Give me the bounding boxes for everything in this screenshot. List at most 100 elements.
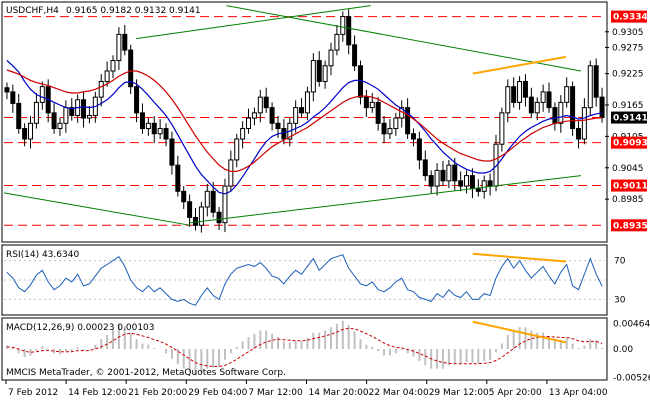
candle-bullish	[246, 117, 252, 130]
time-tick-label: 7 Feb 2012	[8, 388, 58, 398]
candle-bullish	[322, 65, 328, 82]
candle-bearish	[452, 164, 458, 182]
macd-tick-label: 0.00464	[613, 320, 650, 330]
candle-bullish	[157, 128, 163, 135]
price-level-label: 0.9141	[613, 114, 648, 124]
candle-bearish	[139, 112, 145, 130]
candle-bullish	[328, 49, 334, 67]
rsi-divergence-line	[472, 252, 567, 263]
candle-bullish	[204, 190, 210, 208]
candle-bearish	[546, 91, 552, 109]
rsi-line	[6, 254, 603, 306]
candle-bearish	[263, 96, 269, 109]
price-tick-label: 0.9275	[612, 43, 644, 53]
candle-bullish	[540, 91, 546, 103]
candle-bullish	[28, 122, 34, 140]
trend-line	[472, 55, 567, 75]
candle-bearish	[575, 128, 581, 140]
candle-bullish	[104, 70, 110, 82]
time-tick-label: 29 Feb 04:00	[188, 388, 247, 398]
candle-bearish	[269, 107, 275, 124]
candle-bearish	[405, 107, 411, 135]
time-tick-label: 29 Mar 12:00	[429, 388, 489, 398]
candle-bullish	[387, 128, 393, 135]
candle-bullish	[505, 86, 511, 114]
rsi-panel-title: RSI(14) 43.6340	[6, 250, 79, 260]
candle-bullish	[310, 60, 316, 93]
trend-line	[3, 192, 191, 226]
candle-bullish	[517, 80, 523, 103]
candle-bullish	[145, 122, 151, 130]
candle-bullish	[293, 107, 299, 124]
candle-bearish	[210, 190, 216, 213]
rsi-tick-label: 30	[614, 295, 626, 305]
candle-bullish	[110, 60, 116, 72]
candle-bullish	[464, 175, 470, 187]
candle-bullish	[257, 96, 263, 114]
candle-bullish	[499, 112, 505, 145]
candle-bearish	[51, 112, 57, 130]
candle-bullish	[587, 65, 593, 109]
candle-bearish	[16, 102, 22, 130]
candle-bearish	[169, 138, 175, 166]
candle-bullish	[198, 206, 204, 226]
moving-average-line	[6, 60, 603, 195]
candle-bearish	[469, 175, 475, 190]
price-level-label: 0.9093	[613, 139, 648, 149]
price-tick-label: 0.9305	[612, 28, 644, 38]
candle-bearish	[128, 49, 134, 88]
candle-bearish	[528, 96, 534, 114]
candle-bearish	[375, 101, 381, 124]
time-tick-label: 14 Mar 20:00	[309, 388, 369, 398]
candle-bearish	[81, 99, 87, 119]
price-level-tag	[611, 10, 647, 23]
candle-bullish	[228, 159, 234, 187]
candle-bearish	[511, 86, 517, 103]
candle-bullish	[116, 33, 122, 62]
candle-bearish	[346, 16, 352, 46]
candle-bullish	[39, 86, 45, 103]
price-level-tag	[611, 111, 647, 124]
price-level-label: 0.8935	[613, 221, 648, 231]
candle-bearish	[411, 133, 417, 140]
candle-bullish	[581, 107, 587, 140]
candle-bearish	[163, 128, 169, 140]
candle-bearish	[281, 128, 287, 140]
rsi-tick-label: 70	[614, 257, 626, 267]
time-tick-label: 7 Mar 12:00	[248, 388, 303, 398]
candle-bearish	[151, 122, 157, 135]
candle-bearish	[440, 169, 446, 182]
price-level-tag	[611, 136, 647, 149]
candle-bearish	[192, 216, 198, 226]
candle-bearish	[181, 190, 187, 203]
rsi-panel: 70 30	[4, 252, 626, 306]
candle-bearish	[422, 159, 428, 177]
candle-bullish	[251, 112, 257, 119]
candle-bearish	[487, 180, 493, 187]
candle-bearish	[458, 180, 464, 187]
price-tick-label: 0.9045	[612, 164, 644, 174]
candle-bullish	[57, 122, 63, 130]
time-tick-label: 13 Apr 04:00	[549, 388, 608, 398]
price-level-label: 0.9011	[613, 182, 648, 192]
candle-bullish	[33, 101, 39, 124]
candle-bearish	[352, 44, 358, 67]
candle-bullish	[446, 164, 452, 182]
price-panel-title: USDCHF,H4	[6, 6, 59, 16]
candle-bearish	[187, 201, 193, 218]
candle-bearish	[428, 175, 434, 187]
candle-bullish	[369, 101, 375, 109]
candle-bearish	[552, 107, 558, 124]
price-tick-label: 0.8985	[612, 195, 644, 205]
macd-tick-label: 0.00	[613, 345, 633, 355]
candle-bearish	[10, 91, 16, 104]
macd-divergence-line	[472, 320, 567, 344]
macd-panel-frame	[1, 317, 608, 381]
candle-bearish	[22, 128, 28, 140]
time-tick-label: 14 Feb 12:00	[68, 388, 127, 398]
trend-line	[226, 5, 582, 72]
candle-bearish	[416, 138, 422, 161]
candle-bearish	[216, 211, 222, 224]
candle-bearish	[122, 33, 128, 51]
